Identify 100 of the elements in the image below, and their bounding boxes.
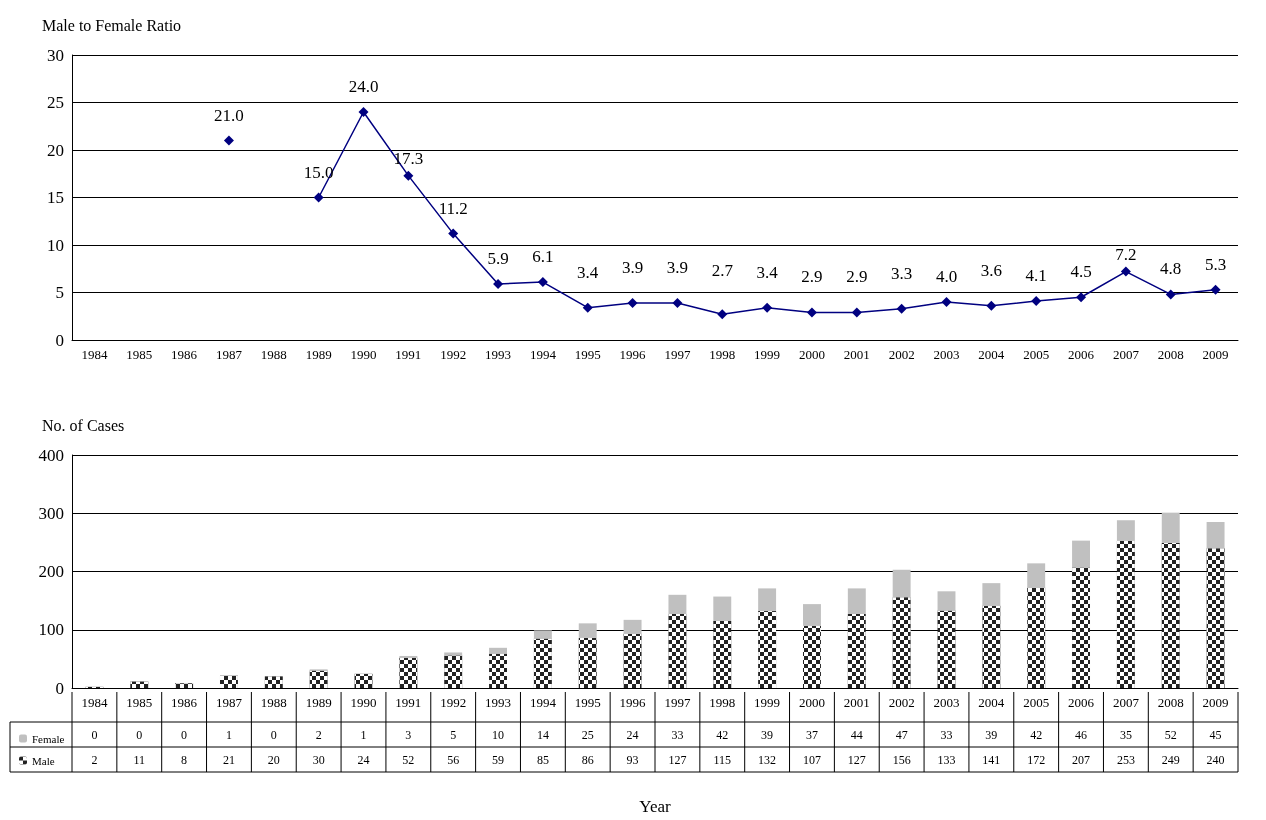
y-tick-label: 15 — [47, 188, 64, 207]
data-label: 207 — [1072, 752, 1091, 767]
data-label: 5.9 — [487, 248, 509, 268]
data-label: 1 — [360, 727, 367, 742]
data-label: 56 — [447, 752, 460, 767]
x-tick-label: 1996 — [619, 695, 647, 710]
data-label: 47 — [895, 727, 908, 742]
x-tick-label: 1995 — [574, 347, 601, 362]
data-label: 42 — [716, 727, 729, 742]
data-label: 11 — [133, 752, 146, 767]
x-tick-label: 2004 — [978, 695, 1005, 710]
x-tick-label: 1989 — [305, 347, 332, 362]
x-tick-label: 2002 — [888, 695, 915, 710]
data-label: 24 — [626, 727, 639, 742]
y-tick-label: 100 — [38, 620, 64, 640]
x-tick-label: 2009 — [1202, 695, 1229, 710]
data-label: 107 — [802, 752, 821, 767]
data-label: 0 — [181, 727, 188, 742]
data-label: 3.3 — [891, 263, 913, 283]
data-label: 4.5 — [1070, 262, 1092, 282]
data-label: 30 — [312, 752, 325, 767]
data-label: 24.0 — [348, 77, 379, 96]
x-tick-label: 2002 — [888, 347, 915, 362]
data-label: 4.0 — [935, 267, 958, 286]
data-label: 5 — [450, 727, 457, 742]
x-tick-label: 2008 — [1157, 347, 1184, 362]
data-label: 44 — [850, 727, 863, 742]
y-tick-label: 200 — [38, 562, 64, 581]
y-tick-label: 30 — [47, 45, 64, 65]
x-tick-label: 1990 — [350, 695, 377, 710]
data-label: 2 — [91, 752, 98, 767]
x-tick-label: 1989 — [305, 695, 332, 710]
x-tick-label: 1997 — [664, 695, 691, 710]
data-label: 39 — [761, 727, 774, 742]
x-tick-label: 1996 — [619, 347, 647, 362]
data-label: 2.7 — [711, 261, 734, 281]
data-label: 4.1 — [1025, 266, 1047, 286]
x-tick-label: 1993 — [485, 347, 512, 362]
x-tick-label: 2004 — [978, 347, 1005, 362]
data-label: 5.3 — [1204, 254, 1227, 274]
data-label: 39 — [985, 727, 998, 742]
data-label: 4.8 — [1160, 259, 1182, 279]
y-axis-title: No. of Cases — [42, 416, 125, 434]
y-tick-label: 0 — [55, 678, 64, 698]
data-label: 8 — [181, 752, 188, 767]
data-label: 25 — [581, 727, 594, 742]
data-label: 46 — [1075, 727, 1088, 742]
x-tick-label: 2000 — [798, 695, 825, 710]
data-label: 24 — [357, 752, 370, 767]
data-label: 127 — [668, 752, 687, 767]
data-label: 37 — [805, 727, 818, 742]
x-tick-label: 1997 — [664, 347, 691, 362]
x-tick-label: 1987 — [215, 695, 243, 710]
y-tick-label: 400 — [38, 445, 64, 465]
data-label: 172 — [1027, 752, 1046, 767]
x-tick-label: 1994 — [529, 695, 557, 710]
data-label: 156 — [892, 752, 911, 767]
data-label: 45 — [1209, 727, 1222, 742]
data-label: 0 — [270, 727, 277, 742]
x-tick-label: 2001 — [843, 347, 870, 362]
data-label: 127 — [847, 752, 866, 767]
data-label: 3.9 — [621, 257, 644, 277]
x-tick-label: 1985 — [126, 347, 153, 362]
x-tick-label: 1986 — [171, 347, 198, 362]
data-label: 2.9 — [846, 267, 868, 287]
data-label: 15.0 — [303, 162, 334, 182]
x-tick-label: 2006 — [1068, 695, 1095, 710]
x-tick-label: 2001 — [843, 695, 870, 710]
data-label: 14 — [536, 727, 549, 742]
x-tick-label: 1987 — [215, 347, 243, 362]
x-tick-label: 1993 — [485, 695, 512, 710]
x-tick-label: 2003 — [933, 695, 960, 710]
data-label: 33 — [671, 727, 684, 742]
data-label: 20 — [267, 752, 280, 767]
x-tick-label: 1992 — [440, 347, 467, 362]
data-label: 2 — [315, 727, 322, 742]
x-tick-label: 1998 — [709, 347, 736, 362]
data-label: 3 — [405, 727, 412, 742]
data-label: 132 — [758, 752, 777, 767]
y-tick-label: 10 — [47, 235, 64, 255]
data-label: 11.2 — [438, 198, 468, 218]
x-tick-label: 1991 — [395, 347, 422, 362]
x-tick-label: 1990 — [350, 347, 377, 362]
x-tick-label: 1992 — [440, 695, 467, 710]
data-label: 17.3 — [393, 148, 424, 168]
x-tick-label: 1985 — [126, 695, 153, 710]
y-tick-label: 0 — [55, 330, 64, 350]
data-label: 6.1 — [532, 247, 554, 267]
data-label: 115 — [713, 752, 732, 767]
data-label: 3.6 — [980, 260, 1002, 280]
y-tick-label: 300 — [38, 503, 64, 523]
y-axis-title: Male to Female Ratio — [42, 16, 182, 34]
x-tick-label: 2005 — [1023, 347, 1050, 362]
x-tick-label: 1995 — [574, 695, 601, 710]
x-tick-label: 1998 — [709, 695, 736, 710]
x-tick-label: 2000 — [798, 347, 825, 362]
data-label: 3.4 — [756, 262, 779, 282]
x-tick-label: 2006 — [1068, 347, 1095, 362]
data-label: 10 — [492, 727, 505, 742]
x-tick-label: 1984 — [81, 347, 108, 362]
